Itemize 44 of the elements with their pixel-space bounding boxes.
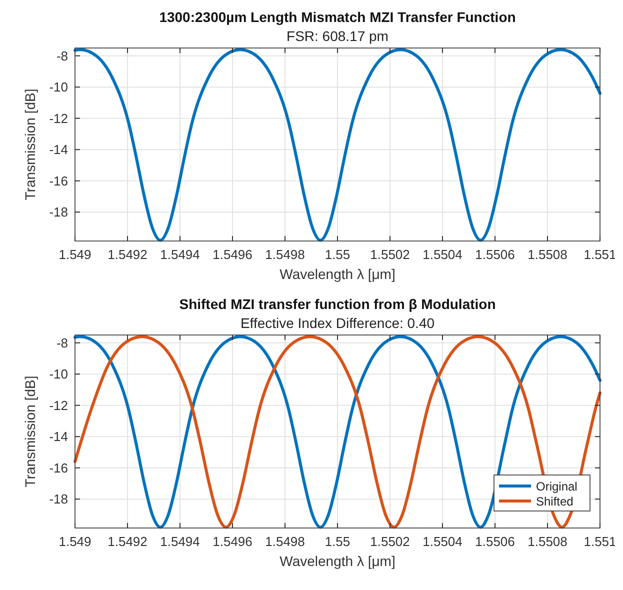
y-tick-label: -12 (49, 110, 68, 126)
x-tick-label: 1.5498 (265, 534, 305, 549)
x-tick-label: 1.5494 (160, 247, 200, 262)
y-tick-label: -8 (56, 335, 68, 350)
y-tick-label: -8 (56, 48, 68, 64)
y-tick-label: -16 (49, 460, 68, 476)
chart-subtitle: FSR: 608.17 pm (286, 28, 388, 44)
x-tick-label: 1.5492 (108, 247, 148, 262)
x-tick-label: 1.5508 (528, 534, 568, 549)
x-tick-label: 1.5508 (528, 247, 568, 262)
x-tick-label: 1.549 (58, 247, 92, 262)
chart-title: 1300:2300µm Length Mismatch MZI Transfer Function (159, 9, 516, 25)
chart-subtitle: Effective Index Difference: 0.40 (240, 315, 435, 331)
legend-label: Original (536, 480, 578, 494)
y-tick-label: -14 (49, 429, 68, 444)
line-series (74, 48, 602, 242)
x-tick-label: 1.5498 (265, 247, 305, 262)
x-tick-label: 1.5496 (212, 247, 252, 262)
x-tick-label: 1.5506 (475, 247, 515, 262)
x-tick-label: 1.5502 (370, 247, 410, 262)
x-tick-label: 1.5504 (422, 247, 462, 262)
legend-label: Shifted (536, 494, 574, 508)
y-tick-label: -10 (49, 80, 68, 95)
y-tick-label: -10 (49, 366, 68, 382)
x-tick-label: 1.549 (58, 534, 92, 549)
y-tick-label: -18 (49, 492, 68, 507)
y-axis-title: Transmission [dB] (22, 376, 38, 488)
x-axis-title: Wavelength λ [μm] (280, 553, 396, 569)
x-tick-label: 1.5494 (160, 534, 200, 549)
y-tick-label: -16 (49, 173, 68, 188)
x-tick-label: 1.5502 (370, 534, 410, 549)
line-series (74, 335, 602, 529)
x-tick-label: 1.5496 (212, 534, 252, 549)
y-tick-label: -18 (49, 204, 68, 220)
x-tick-label: 1.5492 (108, 534, 148, 549)
chart-title: Shifted MZI transfer function from β Modulation (179, 296, 496, 312)
x-tick-label: 1.55 (324, 247, 350, 262)
x-tick-label: 1.5504 (422, 534, 462, 549)
x-tick-label: 1.5506 (475, 534, 515, 549)
y-tick-label: -14 (49, 142, 68, 158)
y-axis-title: Transmission [dB] (22, 88, 38, 200)
x-axis-title: Wavelength λ [μm] (280, 266, 396, 282)
y-tick-label: -12 (49, 398, 68, 413)
x-tick-label: 1.55 (324, 534, 350, 549)
